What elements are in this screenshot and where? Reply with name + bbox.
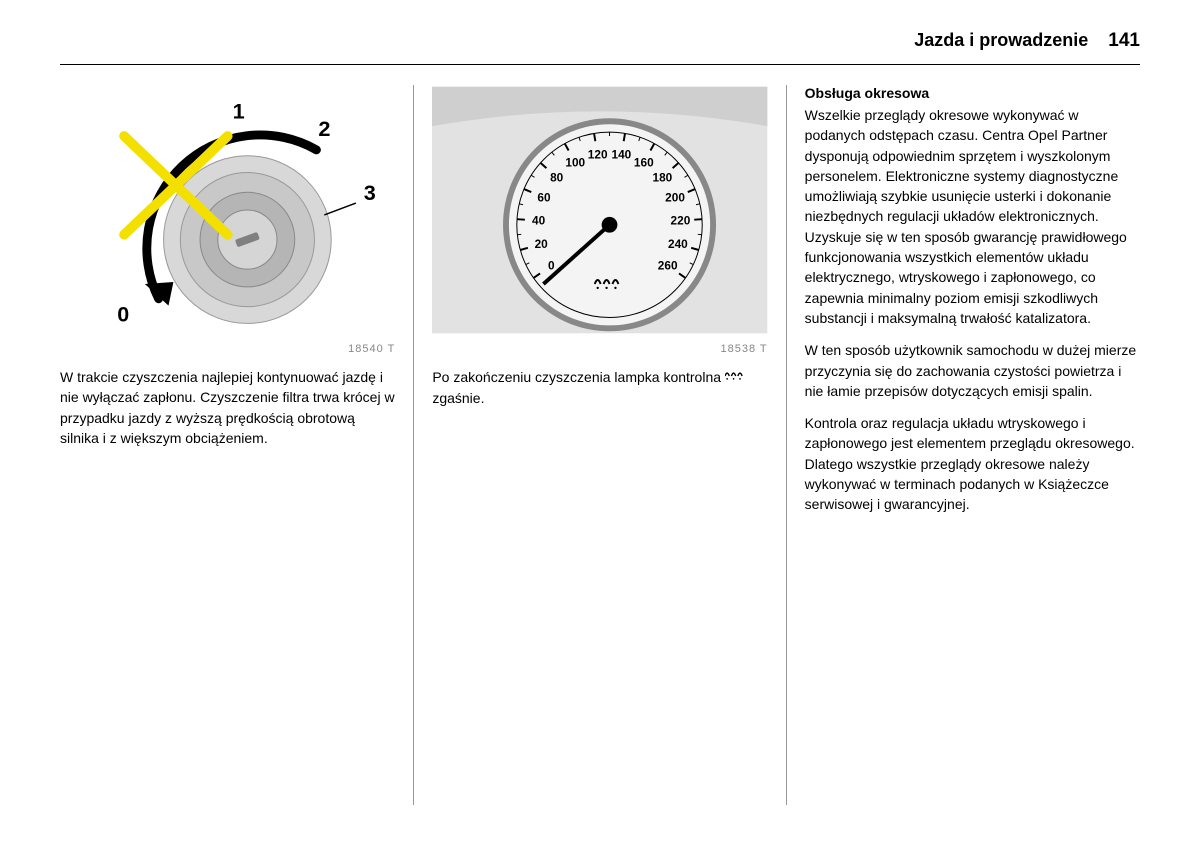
figure1-caption: 18540 T (60, 343, 395, 355)
content-columns: 1 2 3 0 18540 T W trakcie czyszczenia na… (60, 85, 1140, 805)
svg-text:200: 200 (665, 190, 685, 204)
col3-paragraph1: Wszelkie przeglądy okresowe wykonywać w … (805, 105, 1140, 328)
label-pos1: 1 (233, 98, 245, 123)
svg-text:260: 260 (658, 258, 678, 272)
col2-p1-post: zgaśnie. (432, 390, 484, 406)
page-number: 141 (1108, 30, 1140, 52)
page-header: Jazda i prowadzenie 141 (60, 30, 1140, 65)
col3-paragraph2: W ten sposób użytkownik samochodu w duże… (805, 340, 1140, 401)
svg-text:100: 100 (566, 156, 586, 170)
svg-text:0: 0 (548, 258, 555, 272)
svg-text:120: 120 (588, 148, 608, 162)
svg-text:20: 20 (535, 237, 549, 251)
label-pos0: 0 (117, 301, 129, 326)
svg-text:240: 240 (668, 237, 688, 251)
svg-text:180: 180 (653, 170, 673, 184)
figure2-caption: 18538 T (432, 343, 767, 355)
speedometer-figure: 0 20 40 60 80100120 140160180 200 220 240 260 (432, 85, 767, 335)
label-pos2: 2 (318, 116, 330, 141)
col1-paragraph1: W trakcie czyszczenia najlepiej kontynuo… (60, 367, 395, 448)
ignition-figure: 1 2 3 0 (60, 85, 395, 335)
svg-text:40: 40 (532, 213, 546, 227)
svg-text:220: 220 (671, 213, 691, 227)
column-1: 1 2 3 0 18540 T W trakcie czyszczenia na… (60, 85, 414, 805)
col2-p1-pre: Po zakończeniu czyszczenia lampka kontro… (432, 369, 725, 385)
svg-text:80: 80 (550, 170, 564, 184)
dpf-inline-icon (725, 368, 745, 388)
col3-paragraph3: Kontrola oraz regulacja układu wtryskowe… (805, 413, 1140, 514)
svg-text:160: 160 (634, 156, 654, 170)
speedometer-diagram: 0 20 40 60 80100120 140160180 200 220 240 260 (432, 85, 767, 335)
header-title: Jazda i prowadzenie (914, 30, 1088, 51)
svg-text:140: 140 (612, 148, 632, 162)
col2-paragraph1: Po zakończeniu czyszczenia lampka kontro… (432, 367, 767, 409)
ignition-switch-diagram: 1 2 3 0 (60, 85, 395, 335)
column-2: 0 20 40 60 80100120 140160180 200 220 240 260 185… (414, 85, 786, 805)
label-pos3: 3 (364, 180, 376, 205)
col3-heading: Obsługa okresowa (805, 85, 1140, 101)
svg-text:60: 60 (538, 190, 552, 204)
column-3: Obsługa okresowa Wszelkie przeglądy okre… (787, 85, 1140, 805)
